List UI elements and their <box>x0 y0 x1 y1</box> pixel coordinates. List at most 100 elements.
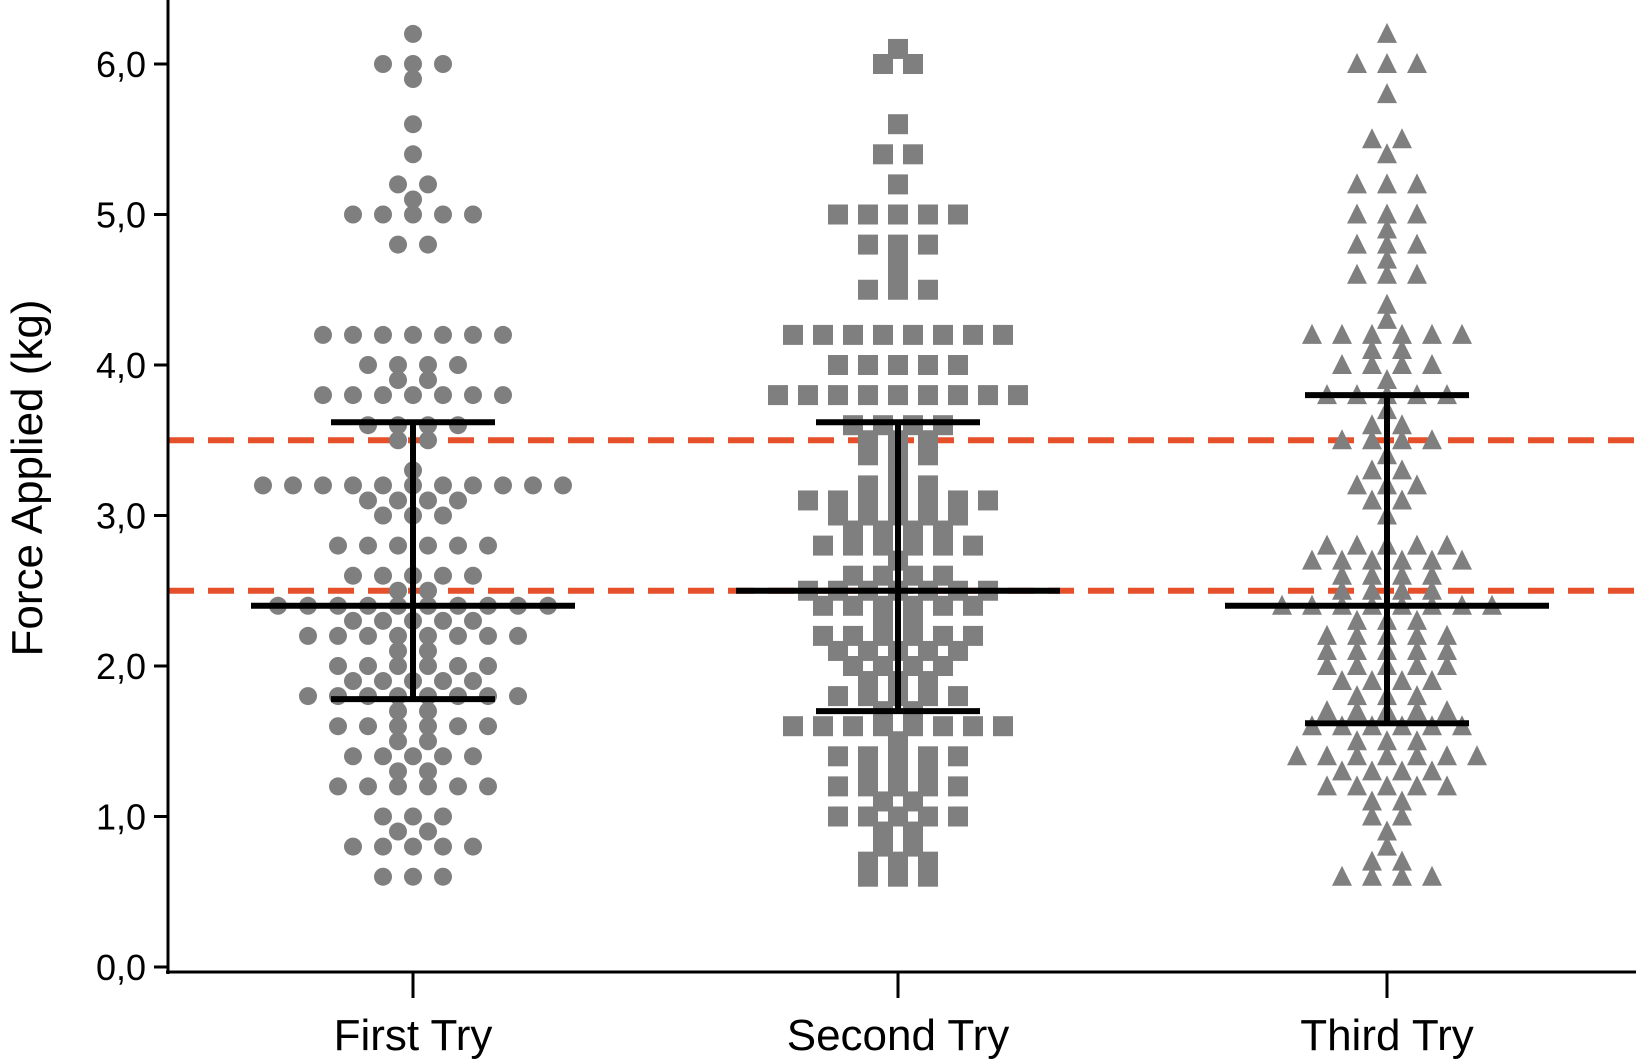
data-point-second-try <box>948 686 968 707</box>
data-point-first-try <box>434 747 452 766</box>
data-point-second-try <box>918 430 938 451</box>
data-point-first-try <box>359 687 377 706</box>
data-point-second-try <box>948 640 968 661</box>
data-point-second-try <box>858 640 878 661</box>
data-point-third-try <box>1347 624 1367 645</box>
data-point-first-try <box>389 491 407 510</box>
data-point-third-try <box>1407 775 1427 796</box>
data-point-second-try <box>903 836 923 857</box>
data-point-second-try <box>798 490 818 511</box>
data-point-first-try <box>404 325 422 344</box>
data-point-second-try <box>933 625 953 646</box>
data-point-third-try <box>1377 730 1397 751</box>
data-point-third-try <box>1332 429 1352 450</box>
data-point-first-try <box>434 55 452 73</box>
data-point-first-try <box>464 747 482 766</box>
data-point-third-try <box>1377 22 1397 43</box>
data-point-first-try <box>434 205 452 224</box>
data-point-second-try <box>888 746 908 767</box>
data-point-second-try <box>933 324 953 345</box>
data-point-third-try <box>1422 564 1442 585</box>
data-point-third-try <box>1392 354 1412 374</box>
data-point-first-try <box>479 657 497 675</box>
data-point-third-try <box>1377 83 1397 104</box>
data-point-first-try <box>419 175 437 194</box>
data-point-third-try <box>1392 579 1412 600</box>
data-point-second-try <box>918 279 938 300</box>
data-point-first-try <box>449 657 467 675</box>
data-point-second-try <box>843 595 863 616</box>
data-point-third-try <box>1377 248 1397 269</box>
data-point-third-try <box>1377 218 1397 239</box>
data-point-second-try <box>873 54 893 74</box>
data-point-first-try <box>344 747 362 766</box>
data-point-third-try <box>1407 534 1427 555</box>
data-point-first-try <box>314 386 332 405</box>
data-point-second-try <box>858 475 878 496</box>
data-point-third-try <box>1362 338 1382 359</box>
data-point-third-try <box>1377 203 1397 224</box>
data-point-third-try <box>1362 790 1382 811</box>
data-point-first-try <box>464 566 482 585</box>
data-point-third-try <box>1407 655 1427 675</box>
data-point-third-try <box>1377 775 1397 796</box>
data-point-second-try <box>888 355 908 375</box>
data-point-first-try <box>419 536 437 555</box>
data-point-first-try <box>374 611 392 630</box>
data-point-third-try <box>1422 760 1442 781</box>
data-point-first-try <box>389 702 407 721</box>
data-point-first-try <box>389 371 407 390</box>
data-point-third-try <box>1392 489 1412 510</box>
data-point-first-try <box>449 491 467 510</box>
data-point-third-try <box>1332 549 1352 570</box>
data-point-first-try <box>389 431 407 450</box>
data-point-second-try <box>888 174 908 195</box>
data-point-second-try <box>873 520 893 541</box>
data-point-first-try <box>374 807 392 826</box>
data-point-second-try <box>993 716 1013 737</box>
data-point-third-try <box>1437 639 1457 660</box>
data-point-third-try <box>1332 354 1352 374</box>
data-point-first-try <box>494 386 512 405</box>
data-point-third-try <box>1377 308 1397 329</box>
y-tick-label: 2,0 <box>96 646 146 687</box>
data-point-third-try <box>1407 624 1427 645</box>
data-point-second-try <box>828 806 848 827</box>
data-point-first-try <box>434 566 452 585</box>
data-point-third-try <box>1407 639 1427 660</box>
data-point-second-try <box>813 595 833 616</box>
data-point-third-try <box>1317 775 1337 796</box>
data-point-third-try <box>1362 128 1382 149</box>
data-point-second-try <box>888 234 908 255</box>
data-point-third-try <box>1422 429 1442 450</box>
y-axis-label: Force Applied (kg) <box>3 299 52 656</box>
data-point-second-try <box>858 204 878 225</box>
data-point-third-try <box>1332 564 1352 585</box>
data-point-first-try <box>389 732 407 751</box>
data-point-second-try <box>828 686 848 707</box>
data-point-first-try <box>359 491 377 510</box>
data-point-third-try <box>1377 293 1397 314</box>
data-point-third-try <box>1377 820 1397 841</box>
data-point-first-try <box>464 611 482 630</box>
data-point-first-try <box>389 657 407 675</box>
data-point-second-try <box>918 355 938 375</box>
data-point-second-try <box>858 490 878 511</box>
data-point-second-try <box>858 776 878 797</box>
data-point-first-try <box>344 566 362 585</box>
data-point-second-try <box>1008 385 1028 406</box>
data-point-second-try <box>828 505 848 526</box>
data-point-third-try <box>1347 700 1367 721</box>
data-point-third-try <box>1392 429 1412 450</box>
data-point-third-try <box>1407 53 1427 73</box>
data-point-third-try <box>1407 233 1427 254</box>
data-point-third-try <box>1362 850 1382 871</box>
data-point-first-try <box>374 837 392 856</box>
data-point-third-try <box>1422 549 1442 570</box>
data-point-third-try <box>1362 760 1382 781</box>
y-tick-label: 4,0 <box>96 345 146 386</box>
data-point-second-try <box>903 54 923 74</box>
data-point-third-try <box>1377 745 1397 766</box>
data-point-second-try <box>858 355 878 375</box>
